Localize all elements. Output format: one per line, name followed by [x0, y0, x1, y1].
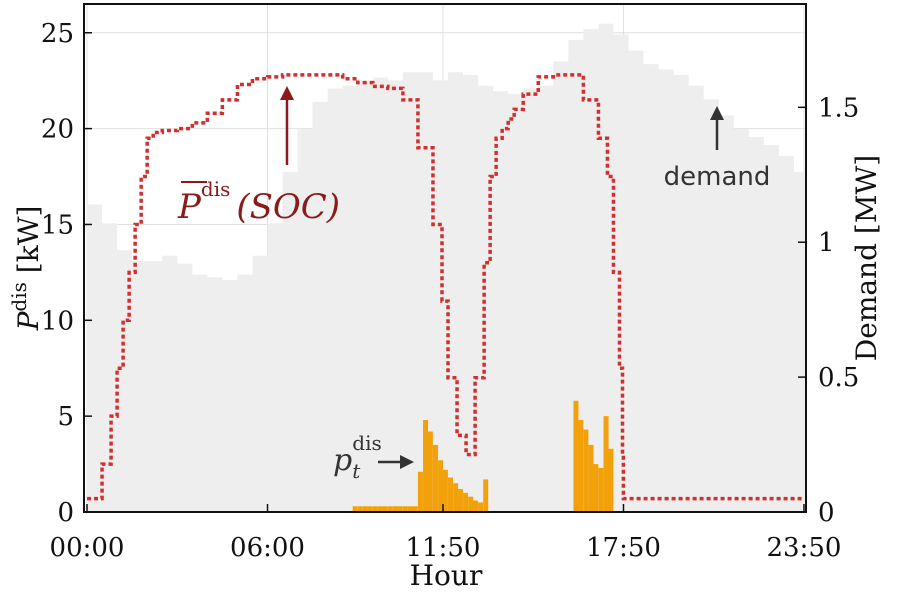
- discharge-bar: [402, 506, 408, 512]
- discharge-bar: [483, 479, 489, 512]
- discharge-bar: [423, 419, 429, 512]
- discharge-bar: [407, 506, 414, 512]
- discharge-bar: [367, 506, 373, 512]
- right-tick-label: 0.5: [818, 363, 859, 393]
- right-tick-label: 1: [818, 228, 835, 258]
- discharge-bar: [412, 506, 418, 512]
- x-tick-label: 11:50: [406, 533, 481, 563]
- pt-label-symbol: p: [333, 443, 352, 478]
- discharge-bar: [573, 400, 579, 512]
- discharge-bar: [372, 506, 378, 512]
- x-tick-label: 17:50: [586, 533, 661, 563]
- pt-annotation: pt dis: [333, 431, 414, 483]
- pt-label-sub: t: [352, 459, 361, 483]
- discharge-bar: [448, 477, 454, 512]
- left-axis-title-sup: dis: [7, 282, 31, 311]
- demand-annotation: demand: [664, 106, 771, 192]
- discharge-bar: [583, 429, 589, 512]
- left-axis-ticks: 0 5 10 15 20 25: [41, 19, 92, 528]
- max-discharge-line-layer: [87, 73, 804, 501]
- pt-label: pt dis: [333, 431, 382, 483]
- left-tick-label: 25: [41, 19, 74, 49]
- x-axis-ticks: 00:00 06:00 11:50 17:50 23:50: [50, 504, 842, 563]
- discharge-bar: [432, 444, 438, 512]
- demand-arrow-head: [710, 106, 724, 120]
- discharge-bar: [472, 500, 478, 512]
- x-tick-label: 23:50: [767, 533, 842, 563]
- discharge-bar: [457, 488, 463, 512]
- right-tick-label: 1.5: [818, 93, 859, 123]
- max-discharge-line: [87, 73, 804, 501]
- left-tick-label: 5: [57, 402, 74, 432]
- left-tick-label: 15: [41, 210, 74, 240]
- left-tick-label: 20: [41, 115, 74, 145]
- discharge-bar: [598, 467, 604, 512]
- discharge-bar: [593, 464, 599, 512]
- discharge-bar: [463, 492, 469, 512]
- right-axis-ticks: 0 0.5 1 1.5: [798, 93, 859, 528]
- discharge-bar: [387, 506, 393, 512]
- discharge-bar: [453, 483, 459, 512]
- x-tick-label: 00:00: [50, 533, 125, 563]
- discharge-bar: [468, 496, 474, 512]
- pt-label-sup: dis: [352, 431, 381, 455]
- pmax-label: Pdis (SOC): [177, 177, 340, 227]
- discharge-bar: [478, 502, 484, 512]
- discharge-bar: [392, 506, 398, 512]
- left-tick-label: 10: [41, 306, 74, 336]
- discharge-bar: [382, 506, 388, 512]
- discharge-bar: [417, 471, 423, 512]
- discharge-bar: [362, 506, 368, 512]
- demand-area-layer: [87, 23, 807, 513]
- discharge-bar: [427, 431, 433, 512]
- discharge-bar: [608, 448, 614, 512]
- discharge-bars-layer: [352, 400, 614, 512]
- left-tick-label: 0: [57, 498, 74, 528]
- pmax-label-arg: (SOC): [236, 187, 340, 227]
- demand-area: [87, 23, 807, 513]
- pmax-annotation: Pdis (SOC): [177, 86, 340, 227]
- left-axis-title-unit: [kW]: [12, 206, 45, 283]
- discharge-bar: [357, 506, 363, 512]
- pt-arrow-head: [400, 455, 414, 469]
- discharge-bar: [578, 419, 584, 512]
- demand-label: demand: [664, 162, 771, 192]
- left-axis-title: Pdis [kW]: [7, 206, 45, 332]
- discharge-bar: [397, 506, 403, 512]
- discharge-bar: [438, 460, 444, 512]
- discharge-bar: [442, 469, 448, 512]
- pmax-label-sup: dis: [201, 177, 230, 201]
- right-tick-label: 0: [818, 498, 835, 528]
- discharge-bar: [352, 506, 358, 512]
- plot-frame: [83, 3, 807, 513]
- pmax-arrow-head: [280, 86, 294, 100]
- x-tick-label: 06:00: [230, 533, 305, 563]
- right-axis-title: Demand [MW]: [850, 155, 883, 361]
- discharge-bar: [603, 416, 609, 512]
- left-axis-title-symbol: P: [12, 310, 45, 331]
- x-axis-title: Hour: [410, 559, 483, 592]
- discharge-bar: [588, 444, 594, 512]
- pmax-label-symbol: P: [177, 187, 202, 227]
- discharge-bar: [377, 506, 383, 512]
